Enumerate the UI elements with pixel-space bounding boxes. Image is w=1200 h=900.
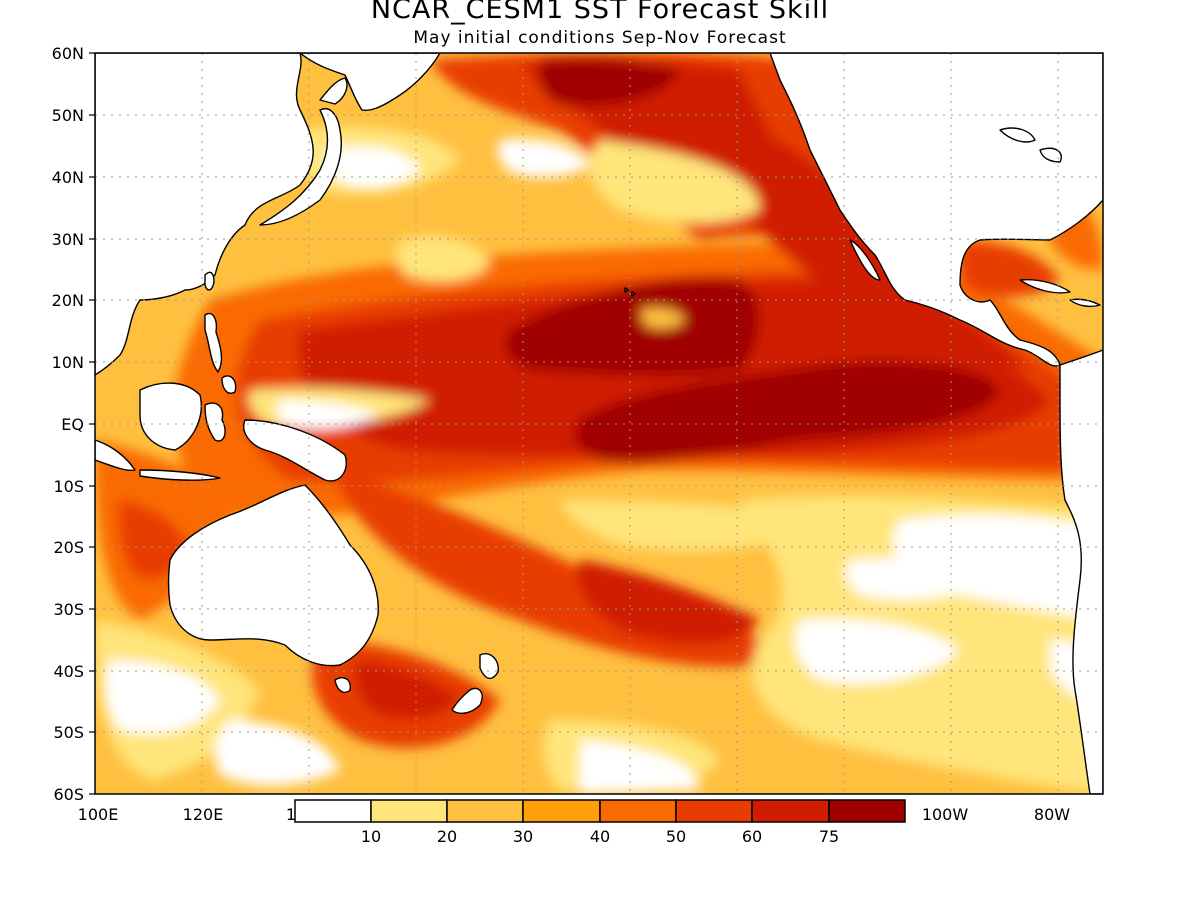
legend-box-2: [446, 799, 524, 823]
lon-label-80w: 80W: [1034, 805, 1070, 824]
legend-label-75: 75: [819, 827, 839, 846]
legend-box-6: [751, 799, 830, 823]
lat-label-10n: 10N: [52, 353, 84, 372]
color-legend: [294, 799, 906, 823]
legend-box-4: [599, 799, 677, 823]
lon-label-120e: 120E: [183, 805, 224, 824]
legend-label-30: 30: [513, 827, 533, 846]
graticule: [95, 53, 1103, 794]
lon-label-100w: 100W: [922, 805, 969, 824]
legend-label-40: 40: [590, 827, 610, 846]
lat-label-30s: 30S: [53, 600, 84, 619]
lat-label-40s: 40S: [53, 662, 84, 681]
lat-axis: [89, 52, 95, 795]
lat-label-30n: 30N: [52, 230, 84, 249]
legend-box-7: [828, 799, 906, 823]
legend-box-3: [522, 799, 601, 823]
lat-label-20s: 20S: [53, 538, 84, 557]
lat-label-eq: EQ: [61, 415, 84, 434]
lon-label-partial: 1: [286, 805, 296, 824]
lat-label-50n: 50N: [52, 106, 84, 125]
map-title: NCAR_CESM1 SST Forecast Skill: [370, 0, 830, 25]
land-masses: [95, 53, 1103, 794]
lat-label-10s: 10S: [53, 477, 84, 496]
legend-box-0: [294, 799, 372, 823]
legend-label-50: 50: [666, 827, 686, 846]
lon-label-100e: 100E: [78, 805, 119, 824]
lat-labels: 60N 50N 40N 30N 20N 10N EQ 10S 20S 30S 4…: [52, 44, 84, 804]
lon-labels: 100E 120E 1 100W 80W: [78, 805, 1071, 824]
map-subtitle: May initial conditions Sep-Nov Forecast: [413, 28, 787, 48]
lat-label-60s: 60S: [53, 785, 84, 804]
skill-field: [95, 53, 1103, 794]
legend-box-1: [370, 799, 448, 823]
legend-label-10: 10: [361, 827, 381, 846]
legend-label-60: 60: [742, 827, 762, 846]
lat-label-40n: 40N: [52, 168, 84, 187]
legend-label-20: 20: [437, 827, 457, 846]
legend-labels: 10 20 30 40 50 60 75: [361, 827, 839, 846]
legend-box-5: [675, 799, 753, 823]
lat-label-60n: 60N: [52, 44, 84, 63]
lat-label-20n: 20N: [52, 291, 84, 310]
lat-label-50s: 50S: [53, 723, 84, 742]
